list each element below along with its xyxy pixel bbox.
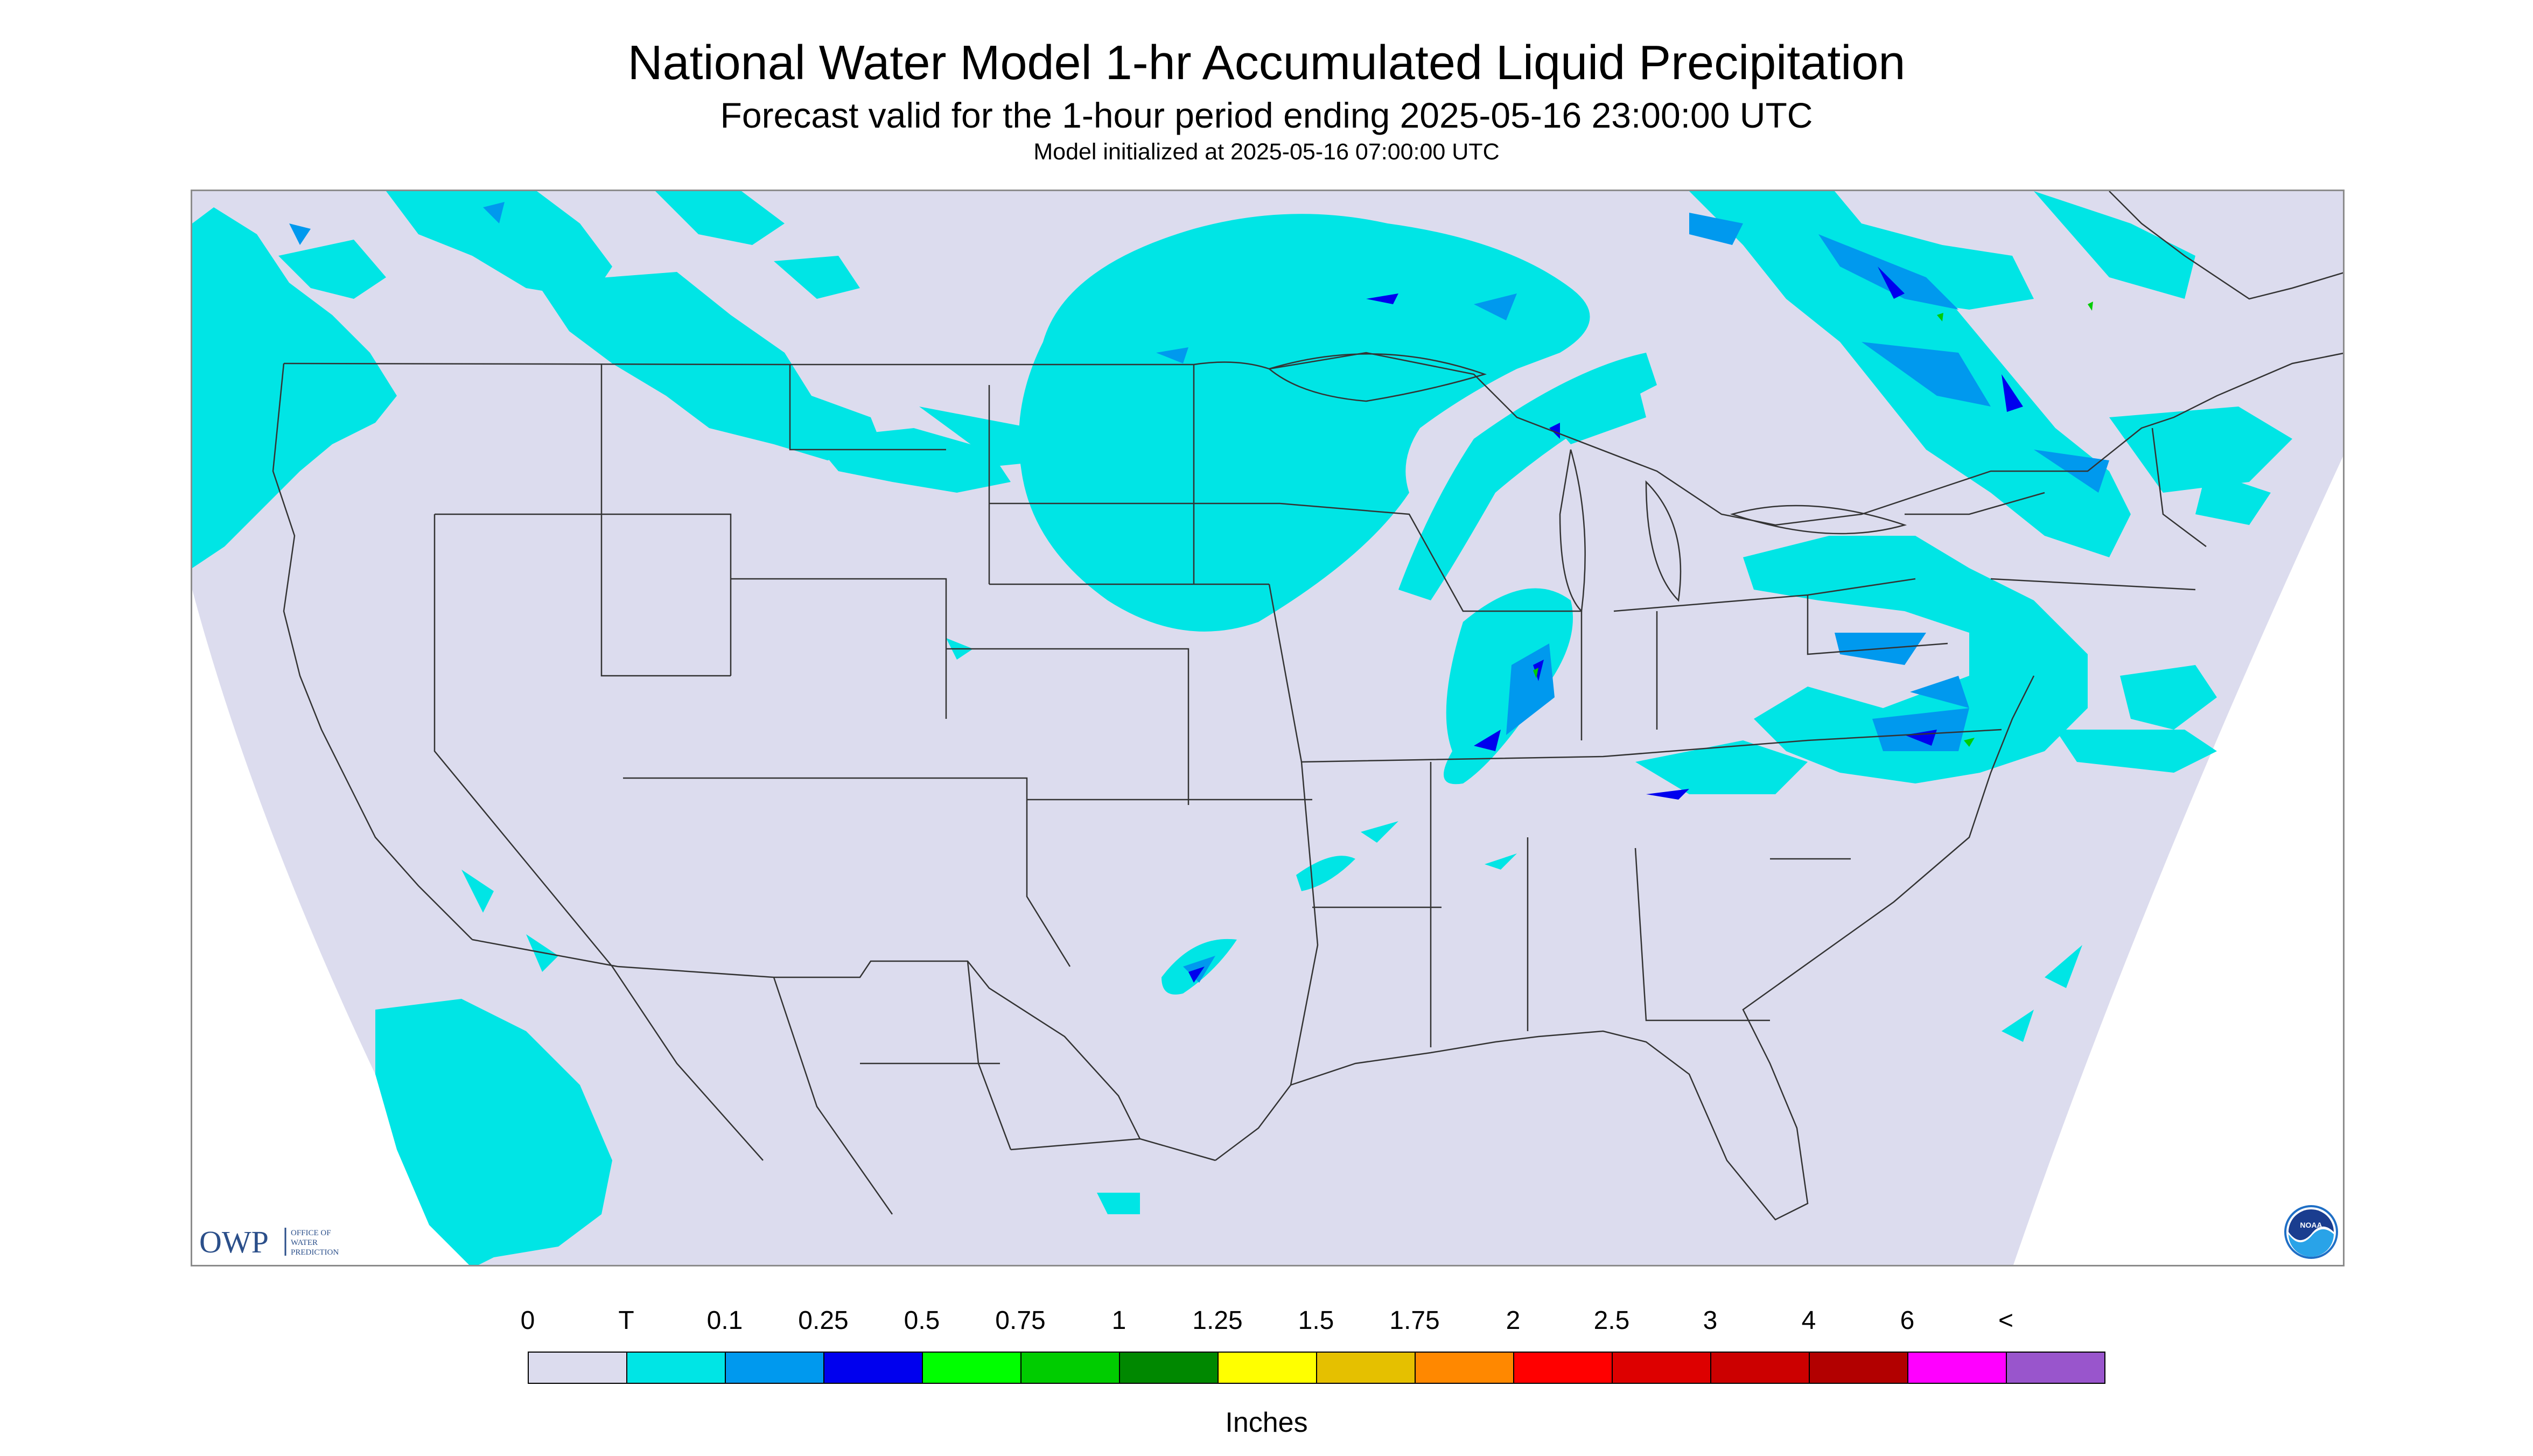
legend-tick-label: < <box>1998 1306 2014 1335</box>
precip-heavy-areas <box>1533 302 2093 747</box>
legend-swatch <box>1710 1352 1810 1384</box>
state-boundaries <box>272 191 2343 1221</box>
legend-tick-label: 4 <box>1801 1306 1816 1335</box>
legend-tick-label: 1.75 <box>1389 1306 1440 1335</box>
legend-swatch <box>725 1352 824 1384</box>
precip-light-areas <box>289 202 2109 983</box>
legend-swatch <box>1415 1352 1514 1384</box>
svg-text:OFFICE OF: OFFICE OF <box>291 1229 331 1237</box>
legend-swatch <box>2006 1352 2105 1384</box>
noaa-logo: NOAA <box>2283 1204 2339 1260</box>
precipitation-map <box>191 190 2345 1266</box>
legend-swatch <box>1809 1352 1908 1384</box>
model-domain <box>192 191 2343 1265</box>
legend-tick-label: 6 <box>1900 1306 1915 1335</box>
legend-swatch <box>922 1352 1021 1384</box>
legend-swatch <box>1513 1352 1613 1384</box>
svg-text:PREDICTION: PREDICTION <box>291 1248 339 1257</box>
model-init-time: Model initialized at 2025-05-16 07:00:00… <box>1033 139 1500 165</box>
legend-tick-label: 0.1 <box>706 1306 743 1335</box>
map-subtitle: Forecast valid for the 1-hour period end… <box>720 95 1813 135</box>
svg-text:WATER: WATER <box>291 1238 318 1247</box>
legend-swatch <box>1612 1352 1711 1384</box>
legend-tick-label: 2 <box>1506 1306 1521 1335</box>
svg-text:NOAA: NOAA <box>2300 1221 2322 1229</box>
legend-tick-label: 3 <box>1703 1306 1718 1335</box>
legend-tick-label: 1 <box>1111 1306 1126 1335</box>
legend-tick-label: 0.5 <box>904 1306 940 1335</box>
legend-units: Inches <box>1225 1407 1308 1438</box>
legend-swatch <box>1907 1352 2007 1384</box>
precip-trace-areas <box>192 191 2292 1265</box>
legend-swatch <box>1217 1352 1317 1384</box>
map-canvas <box>192 191 2343 1265</box>
owp-logo-mark: OWP <box>199 1224 269 1259</box>
legend-tick-label: 0.25 <box>798 1306 849 1335</box>
legend-swatch <box>1119 1352 1219 1384</box>
legend-tick-label: 1.25 <box>1192 1306 1243 1335</box>
legend-swatch <box>626 1352 726 1384</box>
legend-tick-label: 0 <box>520 1306 535 1335</box>
legend-tick-label: T <box>618 1306 634 1335</box>
owp-logo: OWP OFFICE OF WATER PREDICTION <box>199 1222 366 1260</box>
legend-swatch <box>823 1352 923 1384</box>
legend-tick-label: 1.5 <box>1298 1306 1334 1335</box>
legend-swatch <box>1020 1352 1120 1384</box>
legend-swatch <box>528 1352 627 1384</box>
legend-swatch <box>1316 1352 1416 1384</box>
legend-tick-label: 0.75 <box>995 1306 1046 1335</box>
legend-tick-label: 2.5 <box>1593 1306 1630 1335</box>
precip-moderate-areas <box>1188 267 2023 983</box>
map-title: National Water Model 1-hr Accumulated Li… <box>627 36 1906 90</box>
